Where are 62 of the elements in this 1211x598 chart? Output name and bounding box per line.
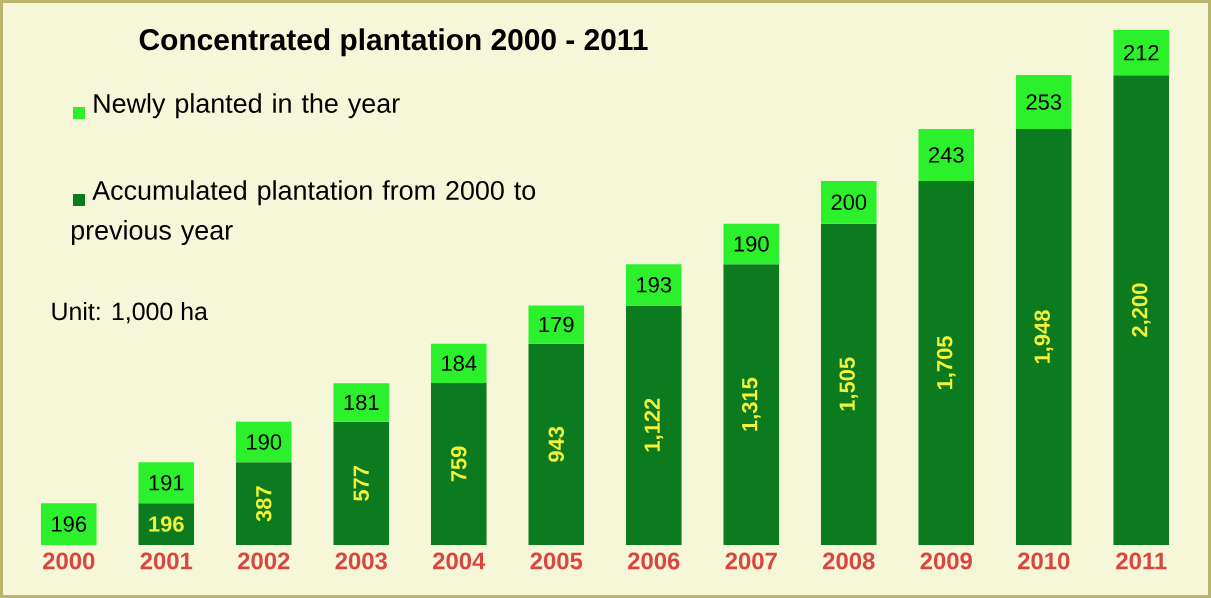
legend-label: Accumulated plantation from 2000 to previous year xyxy=(71,180,536,246)
x-tick-label: 2000 xyxy=(42,552,95,570)
x-tick-label: 2005 xyxy=(530,552,583,570)
x-tick-label: 2011 xyxy=(1116,552,1167,570)
data-label: 181 xyxy=(344,394,379,411)
bar xyxy=(1113,75,1170,545)
bar xyxy=(918,180,975,545)
data-label: 387 xyxy=(255,486,272,522)
data-label: 184 xyxy=(442,355,477,372)
bar xyxy=(625,305,682,545)
bar xyxy=(40,503,97,545)
data-label: 1,505 xyxy=(839,357,859,411)
data-label: 2,200 xyxy=(1131,283,1151,337)
bar xyxy=(138,503,195,545)
bar xyxy=(1113,29,1170,76)
bar xyxy=(528,305,585,344)
bar xyxy=(723,264,780,545)
data-label: 190 xyxy=(247,434,282,450)
data-label: 943 xyxy=(548,426,565,462)
bar xyxy=(1015,129,1072,545)
data-label: 1,122 xyxy=(644,398,664,452)
bar xyxy=(528,343,585,545)
data-label: 1,948 xyxy=(1034,310,1054,364)
bar xyxy=(235,462,292,545)
bar xyxy=(138,462,195,504)
bar xyxy=(820,180,877,224)
data-label: 1,705 xyxy=(936,336,956,390)
bar xyxy=(430,343,487,383)
legend-label: Newly planted in the year xyxy=(94,93,400,119)
data-label: 193 xyxy=(637,277,672,293)
x-tick-label: 2004 xyxy=(432,552,486,570)
data-label: 200 xyxy=(831,194,867,211)
bar xyxy=(820,223,877,545)
data-label: 196 xyxy=(52,516,87,532)
data-label: 190 xyxy=(734,236,769,252)
x-tick-label: 2007 xyxy=(725,552,777,570)
data-label: 191 xyxy=(149,474,184,491)
x-tick-label: 2006 xyxy=(627,552,680,570)
data-label: 196 xyxy=(149,516,184,532)
x-tick-label: 2001 xyxy=(140,552,193,570)
x-tick-label: 2008 xyxy=(822,552,875,570)
annotation: Unit: 1,000 ha xyxy=(52,301,208,324)
bar xyxy=(723,223,780,265)
data-label: 253 xyxy=(1026,94,1062,110)
data-label: 243 xyxy=(929,147,964,163)
data-label: 212 xyxy=(1124,44,1159,61)
bar xyxy=(333,421,390,545)
x-tick-label: 2002 xyxy=(237,552,290,570)
data-label: 1,315 xyxy=(741,377,761,431)
data-label: 577 xyxy=(353,466,369,501)
bar xyxy=(918,129,975,181)
bar xyxy=(235,421,292,463)
data-label: 759 xyxy=(450,446,467,482)
x-tick-label: 2010 xyxy=(1017,552,1070,570)
data-label: 179 xyxy=(539,316,574,333)
chart-title: Concentrated plantation 2000 - 2011 xyxy=(139,28,648,57)
bar xyxy=(1015,75,1072,130)
bar xyxy=(430,382,487,545)
x-tick-label: 2003 xyxy=(335,552,387,570)
x-tick-label: 2009 xyxy=(920,552,972,570)
bar xyxy=(625,264,682,306)
bar xyxy=(333,383,390,422)
